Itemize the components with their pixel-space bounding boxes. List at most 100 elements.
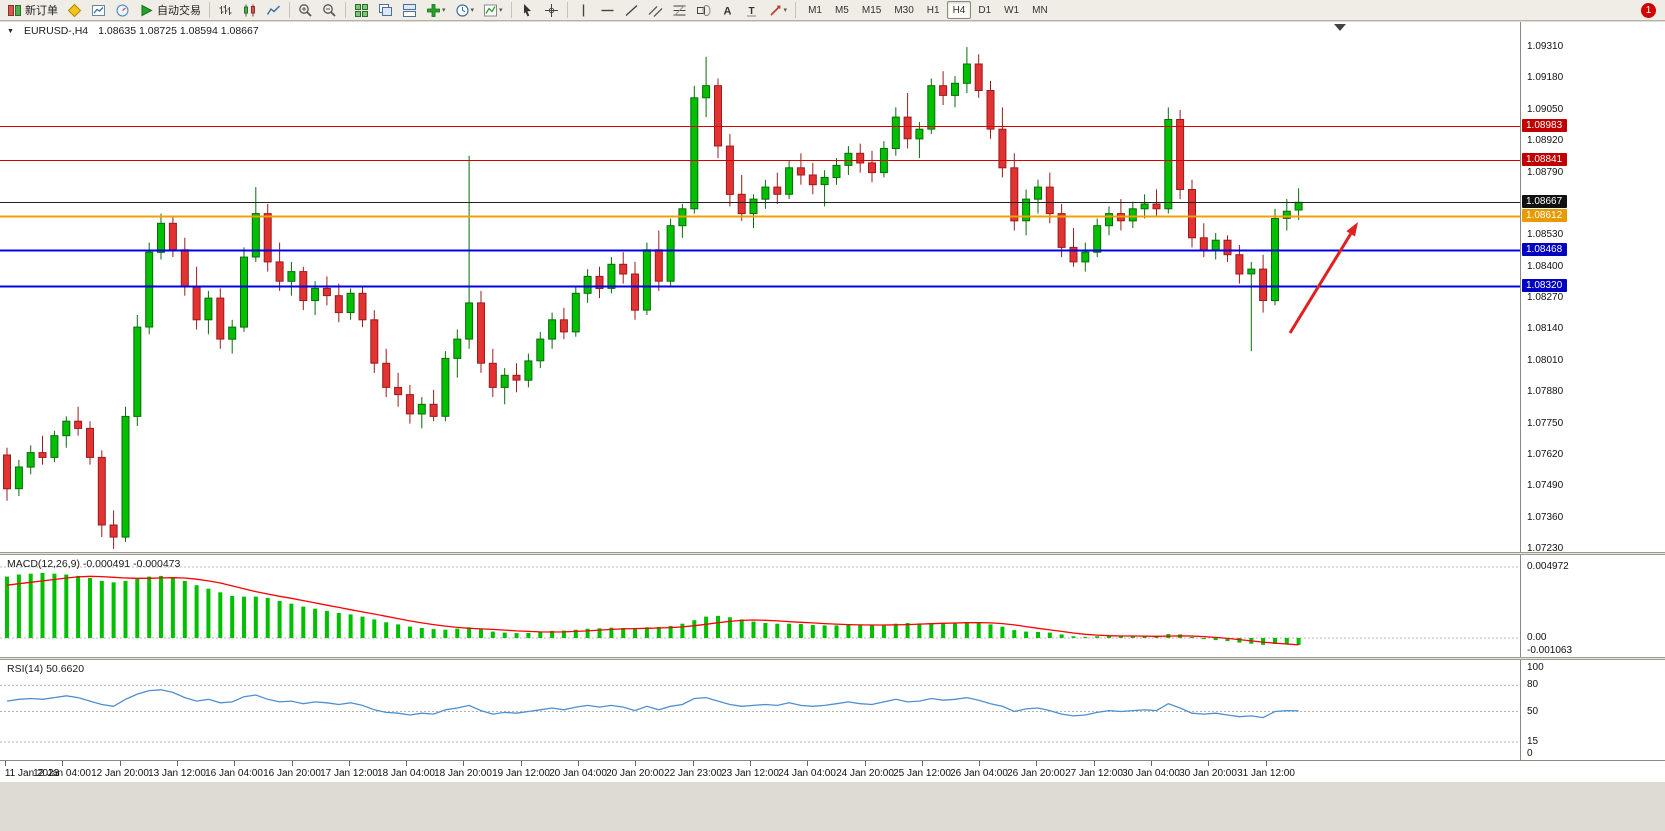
candles-layer	[3, 47, 1303, 550]
price-scale-label: 1.07880	[1527, 386, 1564, 397]
time-axis-tick	[1208, 761, 1209, 766]
main-chart-panel: ▼ EURUSD-,H4 1.08635 1.08725 1.08594 1.0…	[0, 22, 1665, 554]
rsi-scale[interactable]: 100 80 50 15 0	[1520, 660, 1665, 760]
rsi-indicator-chart[interactable]	[0, 660, 1520, 760]
svg-text:T: T	[748, 6, 754, 17]
zoom-in-button[interactable]	[294, 0, 317, 20]
price-scale-label: 1.08790	[1527, 167, 1564, 178]
macd-indicator-chart[interactable]	[0, 555, 1520, 657]
price-level-badge: 1.08667	[1522, 195, 1568, 208]
svg-text:A: A	[723, 5, 731, 17]
time-axis-tick	[349, 761, 350, 766]
horizontal-line-tool-button[interactable]	[596, 0, 619, 20]
macd-scale[interactable]: 0.004972 0.00 -0.001063	[1520, 555, 1665, 657]
timeframe-w1-button[interactable]: W1	[1004, 4, 1020, 16]
time-axis-tick	[635, 761, 636, 766]
shapes-tool-button[interactable]	[692, 0, 715, 20]
line-chart-mode-button[interactable]	[262, 0, 285, 20]
one-click-trading-arrow-icon[interactable]: ▼	[7, 27, 14, 35]
candlestick-chart[interactable]	[0, 22, 1520, 552]
time-axis-label: 17 Jan 12:00	[320, 768, 378, 779]
templates-button[interactable]: ▾	[479, 0, 507, 20]
price-scale-label: 1.08270	[1527, 292, 1564, 303]
panel-splitter-rsi[interactable]	[0, 657, 1665, 660]
channel-tool-button[interactable]	[644, 0, 667, 20]
zoom-out-button[interactable]	[318, 0, 341, 20]
macd-panel: MACD(12,26,9) -0.000491 -0.000473 0.0049…	[0, 555, 1665, 657]
cascade-windows-icon	[378, 3, 393, 18]
time-axis-label: 19 Jan 12:00	[492, 768, 550, 779]
time-axis-label: 11 Jan 2023	[4, 768, 60, 779]
rsi-label: RSI(14) 50.6620	[7, 663, 85, 675]
price-scale-label: 1.09050	[1527, 104, 1564, 115]
new-chart-button[interactable]	[87, 0, 110, 20]
time-axis-tick	[807, 761, 808, 766]
price-scale-label: 1.07230	[1527, 543, 1564, 554]
timeframe-m30-button[interactable]: M30	[894, 4, 914, 16]
strategy-tester-button[interactable]	[111, 0, 134, 20]
toolbar-separator	[566, 2, 568, 18]
price-scale-label: 1.08530	[1527, 229, 1564, 240]
arrange-windows-icon	[402, 3, 417, 18]
rsi-scale-label: 100	[1527, 662, 1544, 673]
time-axis-tick	[1266, 761, 1267, 766]
cascade-windows-button[interactable]	[374, 0, 397, 20]
time-axis-label: 23 Jan 12:00	[721, 768, 779, 779]
timeframe-mn-button[interactable]: MN	[1032, 4, 1048, 16]
candlestick-mode-button[interactable]	[238, 0, 261, 20]
macd-scale-label: 0.004972	[1527, 561, 1569, 572]
notification-badge[interactable]: 1	[1641, 2, 1656, 18]
panel-splitter-macd[interactable]	[0, 552, 1665, 555]
macd-scale-label: -0.001063	[1527, 645, 1573, 656]
fibonacci-tool-button[interactable]	[668, 0, 691, 20]
shapes-icon	[696, 3, 711, 18]
strategy-tester-icon	[115, 3, 130, 18]
dropdown-caret-icon: ▾	[783, 7, 788, 14]
tile-windows-button[interactable]	[350, 0, 373, 20]
price-scale[interactable]: 1.09310 1.09180 1.09050 1.08920 1.08790 1.085…	[1520, 22, 1665, 554]
indicators-plus-icon	[426, 3, 441, 18]
dropdown-caret-icon: ▾	[442, 7, 446, 14]
time-axis[interactable]: 11 Jan 2023 12 Jan 04:00 12 Jan 20:00 13 Ja…	[0, 760, 1665, 783]
time-axis-tick	[62, 761, 63, 766]
price-scale-label: 1.09310	[1527, 41, 1564, 52]
time-axis-tick	[292, 761, 293, 766]
time-axis-label: 24 Jan 04:00	[778, 768, 836, 779]
time-axis-label: 12 Jan 20:00	[91, 768, 149, 779]
price-scale-label: 1.08920	[1527, 135, 1564, 146]
arrows-tool-button[interactable]: ▾	[764, 0, 792, 20]
toolbar-separator	[345, 2, 346, 18]
metaeditor-button[interactable]	[63, 0, 86, 20]
price-level-badge: 1.08983	[1522, 119, 1568, 132]
new-order-button[interactable]: 新订单	[3, 0, 62, 20]
workspace-background	[0, 782, 1665, 831]
text-tool-button[interactable]: A	[716, 0, 739, 20]
autotrading-button[interactable]: 自动交易	[135, 0, 205, 20]
trendline-tool-button[interactable]	[620, 0, 643, 20]
timeframe-h1-button[interactable]: H1	[926, 4, 940, 16]
indicators-button[interactable]: ▾	[422, 0, 450, 20]
vertical-line-icon	[576, 3, 591, 18]
label-tool-button[interactable]: T	[740, 0, 763, 20]
timeframe-m1-button[interactable]: M1	[808, 4, 822, 16]
time-axis-label: 22 Jan 23:00	[664, 768, 722, 779]
cursor-tool-button[interactable]	[516, 0, 539, 20]
chart-window: ▼ EURUSD-,H4 1.08635 1.08725 1.08594 1.0…	[0, 22, 1665, 783]
bar-chart-mode-button[interactable]	[214, 0, 237, 20]
periods-button[interactable]: ▾	[451, 0, 479, 20]
arrange-windows-button[interactable]	[398, 0, 421, 20]
crosshair-tool-button[interactable]	[540, 0, 563, 20]
time-axis-tick	[865, 761, 866, 766]
clock-icon	[455, 3, 470, 18]
time-axis-tick	[234, 761, 235, 766]
chart-shift-marker	[1334, 24, 1346, 31]
timeframe-d1-button[interactable]: D1	[978, 4, 992, 16]
timeframe-m5-button[interactable]: M5	[834, 4, 849, 16]
vertical-line-tool-button[interactable]	[572, 0, 595, 20]
timeframe-m15-button[interactable]: M15	[861, 4, 882, 16]
price-scale-label: 1.08140	[1527, 323, 1564, 334]
time-axis-label: 31 Jan 12:00	[1237, 768, 1295, 779]
macd-histogram	[5, 573, 1301, 645]
new-order-icon	[7, 3, 22, 18]
timeframe-h4-button[interactable]: H4	[946, 1, 972, 19]
